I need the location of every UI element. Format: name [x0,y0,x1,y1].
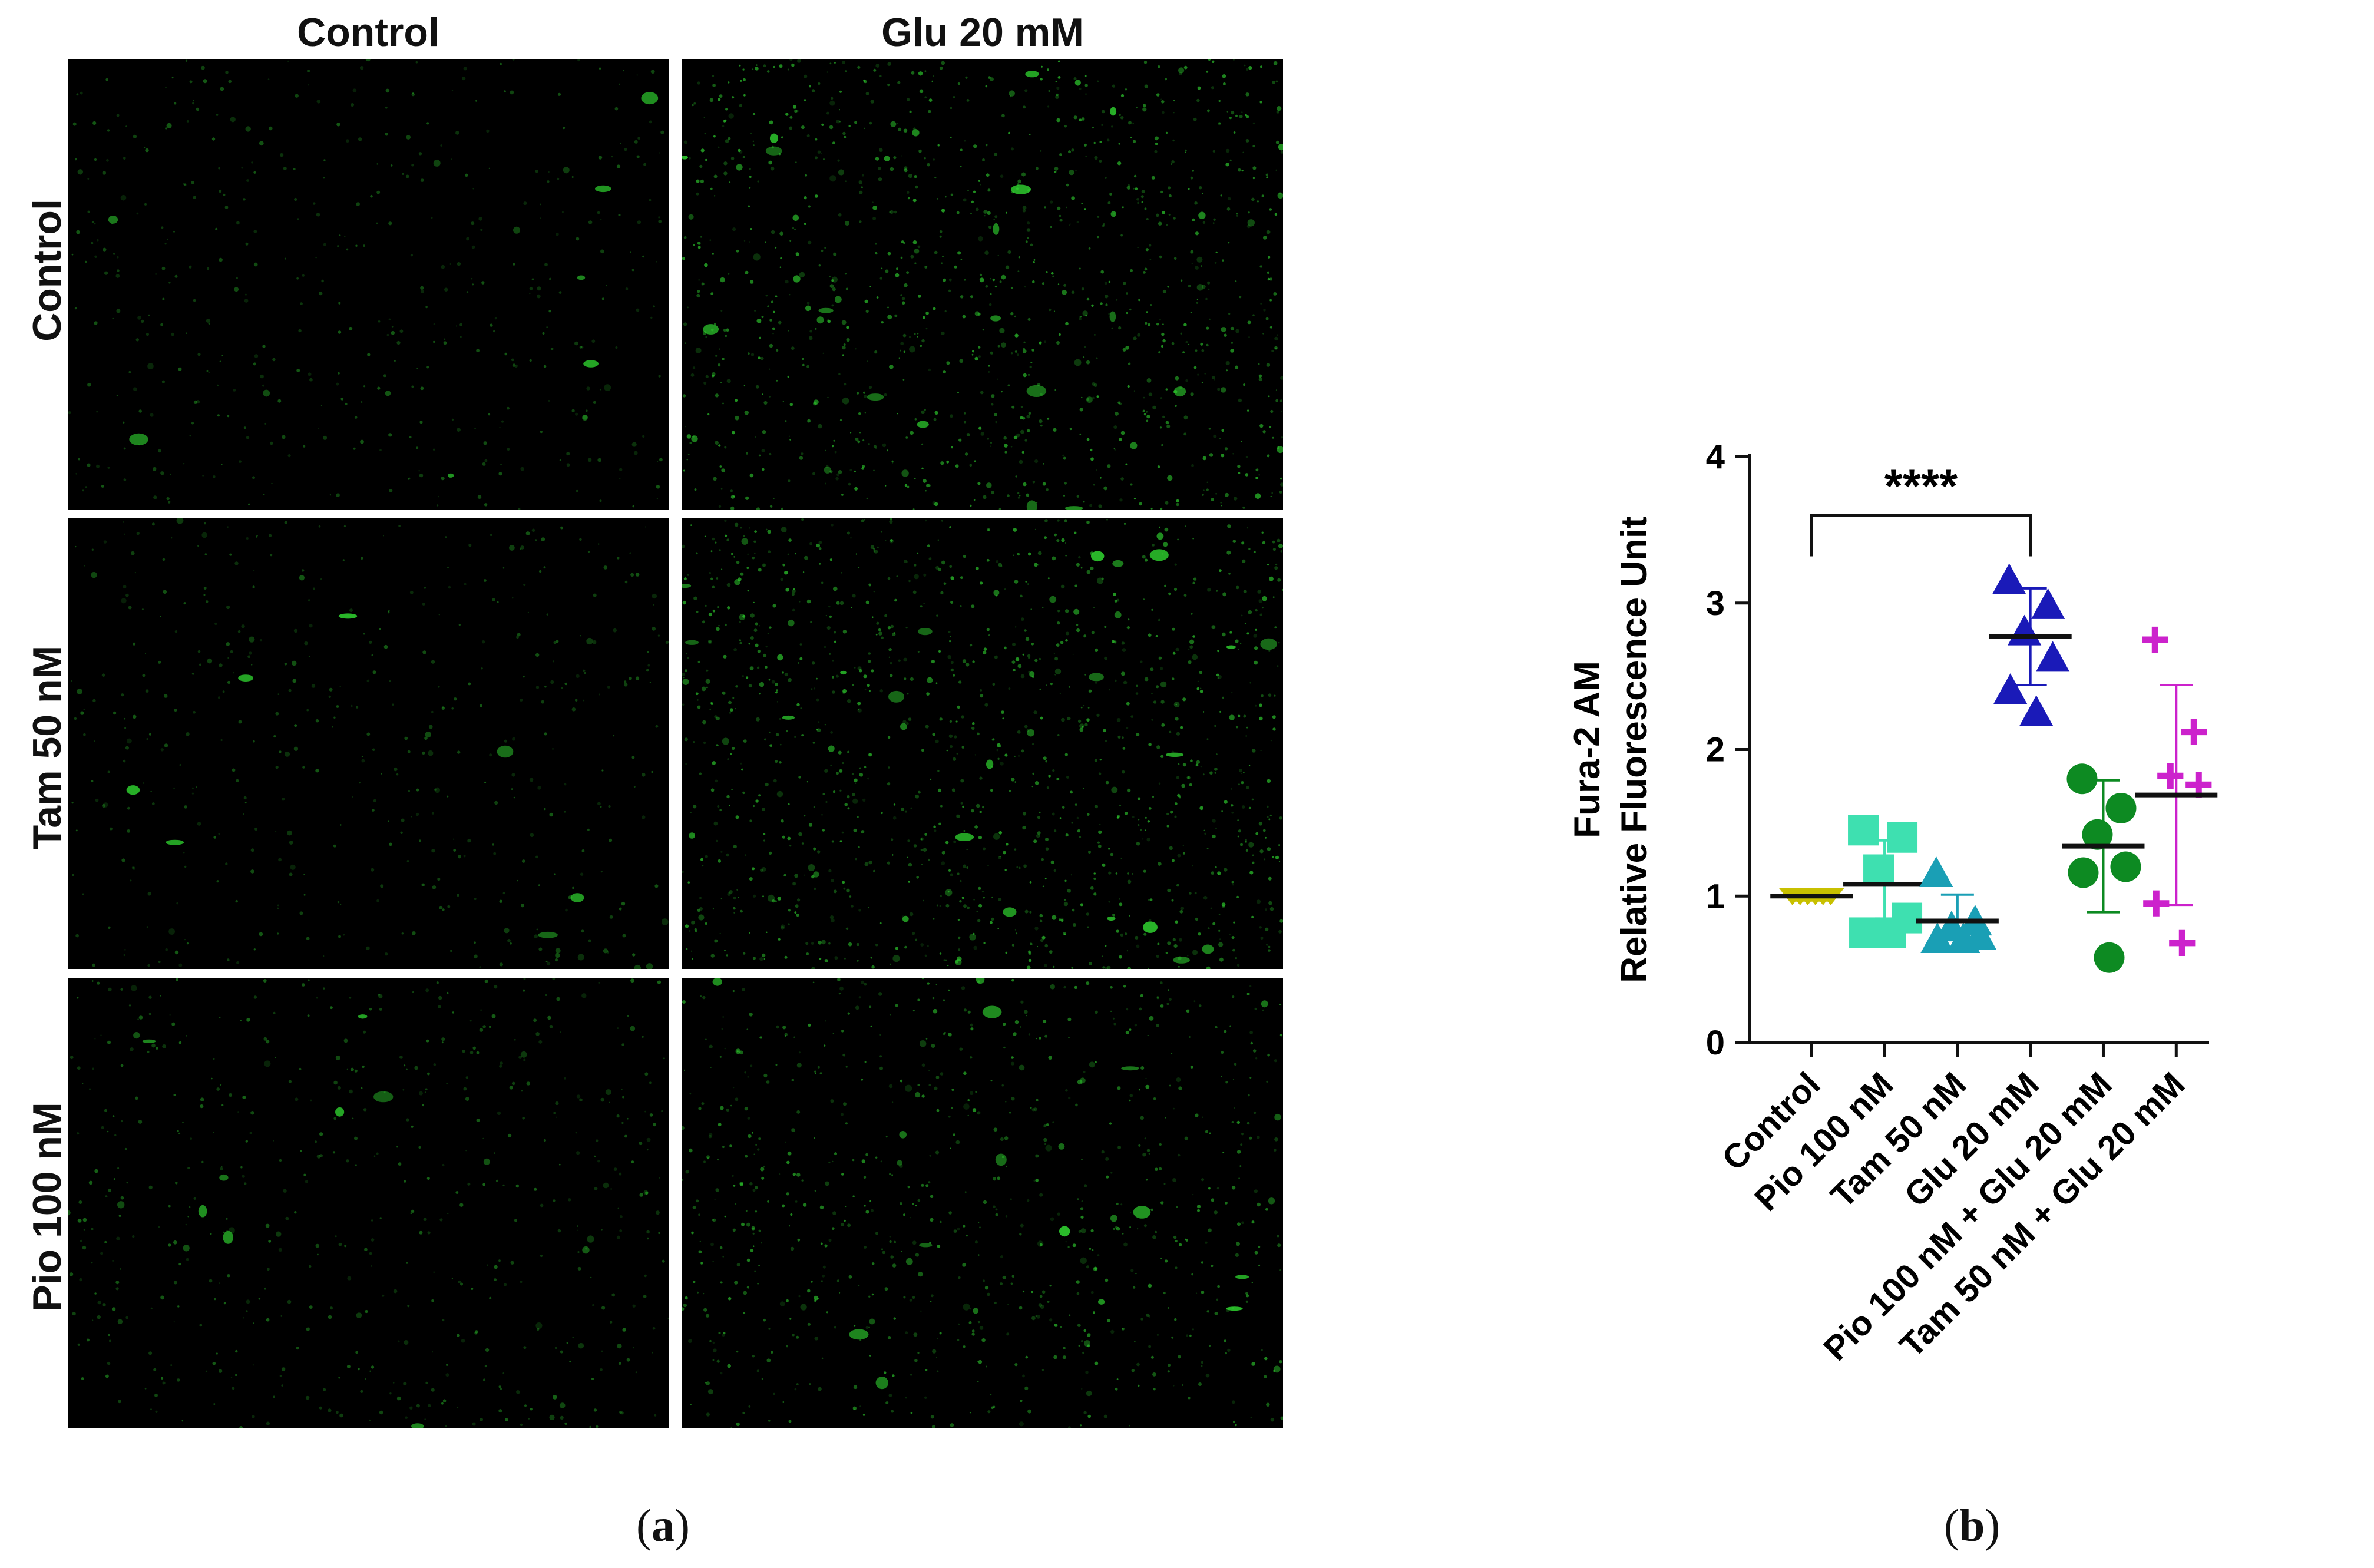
data-point [2142,626,2168,653]
subfigure-label-a: (a) [636,1500,690,1551]
data-point [2143,890,2170,917]
micrograph-pio-glu [682,978,1283,1428]
data-point [2008,614,2042,646]
data-point [2031,588,2065,619]
data-point [2157,763,2184,789]
row-title-control: Control [25,199,70,342]
group-1 [1843,815,1926,948]
data-point [2105,793,2137,823]
data-point [1849,917,1880,948]
group-0 [1770,887,1853,905]
y-axis-label-line1: Fura-2 AM [1567,661,1608,838]
data-point [1848,815,1879,846]
y-axis-label-line2: Relative Fluorescence Unit [1614,516,1655,983]
micrograph-tam-control [68,518,669,969]
row-title-pio: Pio 100 nM [25,1102,70,1312]
group-4 [2062,763,2145,973]
group-3 [1989,563,2072,726]
y-tick-label: 0 [1706,1024,1725,1062]
data-point [1992,563,2026,594]
data-point [1875,917,1906,948]
data-point [1919,856,1953,888]
micrograph-tam-glu [682,518,1283,969]
data-point [2036,641,2070,672]
significance-bracket [1810,514,2032,557]
subfigure-label-b: (b) [1944,1500,2001,1551]
data-point [2082,819,2113,850]
column-title-control: Control [297,10,439,55]
data-point [2066,763,2098,795]
fluorescence-dot-plot: 0 1 2 3 4 Fura-2 AM Relative Fluorescence Unit… [1567,438,2218,1368]
data-point [2094,942,2125,973]
data-point [1993,673,2028,704]
data-point [1863,854,1894,885]
data-point [2169,929,2196,956]
micrograph-pio-control [68,978,669,1428]
significance-stars: **** [1884,460,1958,512]
row-title-tam: Tam 50 nM [25,645,70,850]
column-title-glu: Glu 20 mM [881,10,1084,55]
data-point [1887,822,1918,853]
data-point [2110,851,2141,882]
y-tick-label: 3 [1706,584,1725,623]
y-tick-label: 2 [1706,731,1725,769]
y-tick-label: 4 [1706,438,1725,476]
data-point [2181,719,2207,745]
micrograph-control-glu [682,59,1283,510]
micrograph-control-control [68,59,669,510]
group-5 [2135,626,2218,956]
y-tick-label: 1 [1706,877,1725,915]
data-point [1946,922,1980,953]
data-point [2019,695,2054,726]
data-point [1920,922,1955,953]
group-2 [1916,856,1999,953]
data-point [2068,857,2099,888]
